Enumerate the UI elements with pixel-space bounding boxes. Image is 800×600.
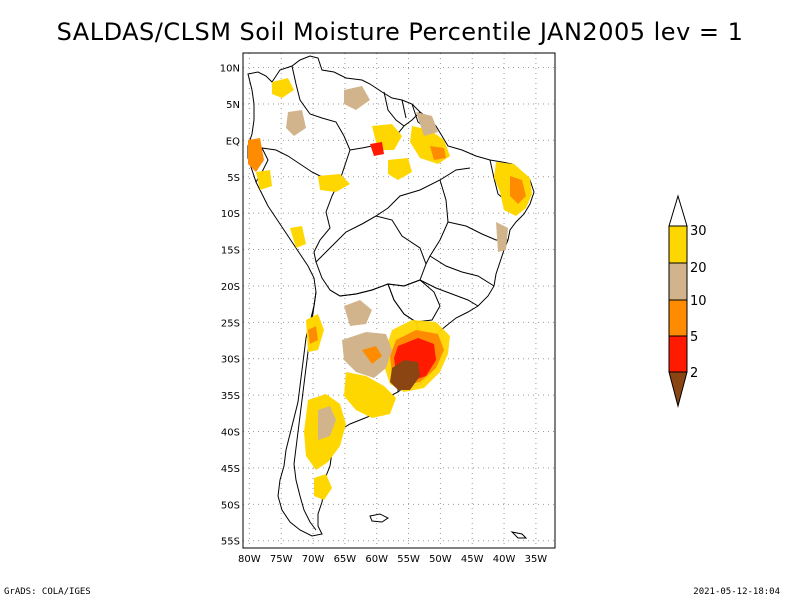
lon-label: 40W — [493, 554, 516, 565]
legend-label-10: 10 — [690, 294, 707, 309]
legend-10-20 — [668, 262, 688, 301]
map-title: SALDAS/CLSM Soil Moisture Percentile JAN… — [56, 18, 744, 46]
lat-label: 25S — [221, 318, 240, 329]
lon-label: 75W — [270, 554, 293, 565]
shade-ecuador-20-30 — [256, 170, 272, 190]
shade-guiana-10-20 — [416, 112, 438, 136]
footer-timestamp: 2021-05-12-18:04 — [693, 587, 780, 597]
legend-label-2: 2 — [690, 366, 698, 381]
lat-label: 5S — [227, 173, 240, 184]
shade-chaco-10-20 — [344, 300, 372, 326]
shade-ecuador-5-10 — [248, 138, 264, 172]
shade-pampas-20-30 — [344, 372, 396, 418]
shade-amazon-mouth-5-10 — [430, 146, 446, 160]
color-legend: 30 20 10 5 2 — [668, 194, 707, 408]
shade-bahia-10-20 — [496, 222, 508, 252]
shade-peru-20-30 — [290, 226, 306, 248]
lon-label: 60W — [365, 554, 388, 565]
south-georgia-hint — [510, 531, 528, 539]
shade-patagonia-10-20 — [318, 406, 336, 440]
legend-label-30: 30 — [690, 224, 707, 239]
lon-label: 55W — [397, 554, 420, 565]
lon-label: 35W — [525, 554, 548, 565]
shade-colombia-10-20 — [286, 110, 306, 136]
shade-andes-north-5-10 — [308, 326, 318, 344]
border-colombia-venezuela — [291, 65, 351, 151]
shade-south-patagonia-20-30 — [314, 474, 332, 500]
lat-label: 5N — [226, 100, 240, 111]
shade-amazon-spots-20-30 — [318, 174, 350, 192]
shade-southeast-below-2 — [390, 360, 420, 390]
lon-label: 80W — [238, 554, 261, 565]
lat-label: 55S — [221, 537, 240, 548]
latitude-labels: 10N 5N EQ 5S 10S 15S 20S 25S 30S 35S 40S 45S 50S 55S — [220, 64, 240, 548]
lat-label: 40S — [221, 428, 240, 439]
shade-amazon-spots-b — [388, 158, 412, 180]
lat-label: 45S — [221, 464, 240, 475]
legend-5-10 — [668, 299, 688, 337]
shade-venezuela-10-20 — [344, 86, 370, 110]
lat-label: 10S — [221, 209, 240, 220]
shade-pampas-5-10 — [362, 346, 382, 364]
lon-label: 50W — [429, 554, 452, 565]
legend-20-30 — [668, 225, 688, 264]
lat-label: 30S — [221, 355, 240, 366]
legend-label-20: 20 — [690, 261, 707, 276]
shade-roraima-2-5 — [370, 142, 384, 156]
border-brazil-states-d — [419, 279, 479, 307]
shade-northeast-5-10 — [510, 176, 526, 204]
lat-label: EQ — [226, 136, 240, 147]
longitude-labels: 80W 75W 70W 65W 60W 55W 50W 45W 40W 35W — [238, 554, 547, 565]
legend-below-2 — [668, 371, 688, 408]
legend-2-5 — [668, 335, 688, 373]
lat-label: 15S — [221, 246, 240, 257]
border-brazil-interior — [361, 167, 471, 225]
falkland-islands — [369, 513, 389, 523]
lat-label: 10N — [220, 64, 240, 75]
legend-label-5: 5 — [690, 330, 698, 345]
shade-colombia-north-20-30 — [272, 78, 294, 98]
lat-label: 20S — [221, 282, 240, 293]
percentile-shading — [248, 78, 532, 500]
lon-label: 70W — [302, 554, 325, 565]
footer-credit: GrADS: COLA/IGES — [4, 587, 91, 597]
lon-label: 65W — [334, 554, 357, 565]
border-peru-brazil — [313, 179, 341, 263]
lon-label: 45W — [461, 554, 484, 565]
border-brazil-states-a — [425, 179, 449, 265]
border-brazil-states-c — [429, 255, 495, 287]
lat-label: 35S — [221, 391, 240, 402]
legend-above-30 — [668, 194, 688, 227]
lat-label: 50S — [221, 500, 240, 511]
map-frame — [242, 52, 556, 549]
